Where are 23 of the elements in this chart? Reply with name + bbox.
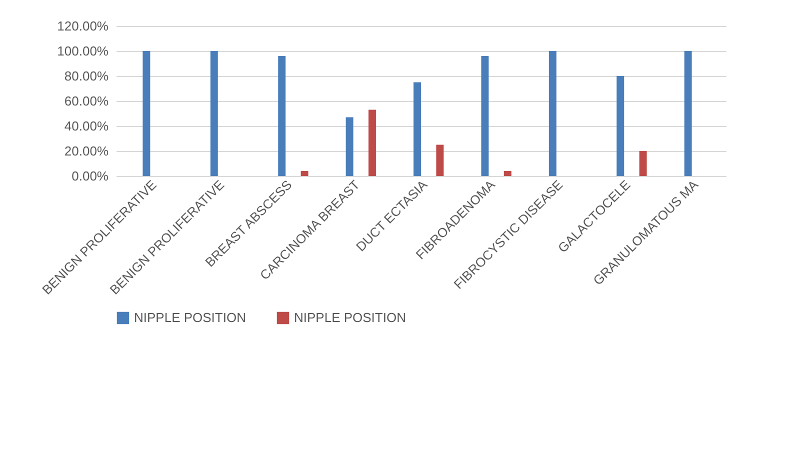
bar xyxy=(278,56,286,176)
y-tick-label: 80.00% xyxy=(64,68,109,84)
bar xyxy=(414,82,421,176)
bar xyxy=(639,151,647,176)
bar xyxy=(684,51,692,176)
bar xyxy=(142,51,150,176)
y-tick-label: 0.00% xyxy=(72,168,109,184)
legend-label: NIPPLE POSITION xyxy=(294,310,406,325)
y-tick-label: 40.00% xyxy=(64,118,109,134)
y-tick-label: 120.00% xyxy=(57,18,109,34)
bar xyxy=(210,51,218,176)
bar xyxy=(346,117,354,176)
y-tick-label: 20.00% xyxy=(64,144,109,158)
y-tick-label: 100.00% xyxy=(57,44,109,58)
bar xyxy=(548,51,556,176)
legend-label: NIPPLE POSITION xyxy=(134,310,246,325)
bar xyxy=(368,110,376,176)
bar xyxy=(616,76,624,176)
bar xyxy=(504,171,512,176)
bar xyxy=(436,144,444,176)
y-tick-label: 60.00% xyxy=(64,94,109,108)
bar xyxy=(300,171,308,176)
bar xyxy=(481,56,489,176)
